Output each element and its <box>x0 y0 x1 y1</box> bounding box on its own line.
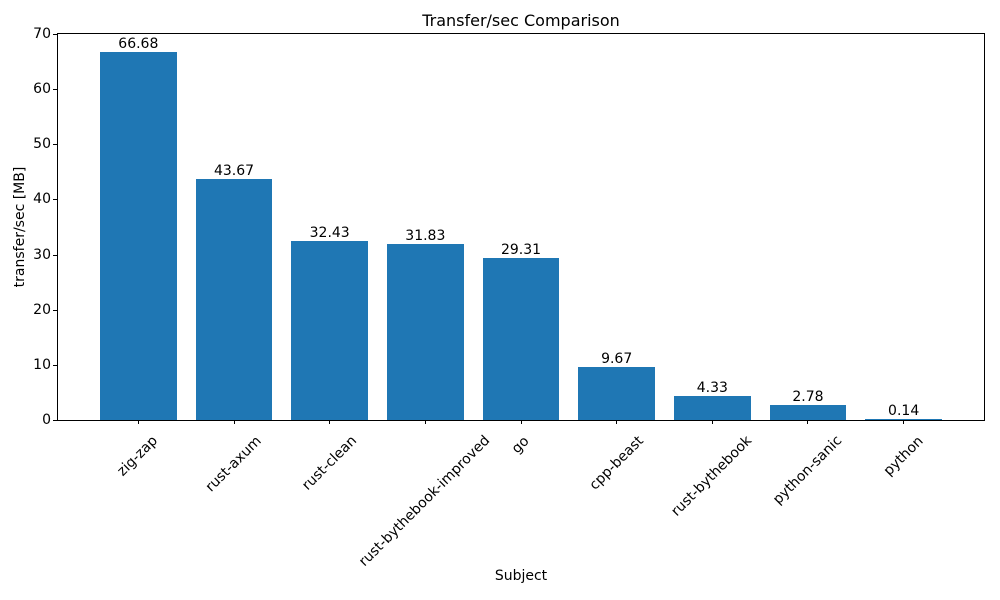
y-tick-label: 70 <box>33 26 51 42</box>
y-tick <box>53 254 57 256</box>
x-tick <box>137 420 139 424</box>
x-tick-label: rust-bythebook <box>668 433 756 520</box>
x-tick <box>711 420 713 424</box>
x-tick-label: rust-clean <box>298 432 360 494</box>
y-tick-label: 0 <box>42 412 51 428</box>
bar-value-label: 2.78 <box>792 389 824 405</box>
x-tick <box>807 420 809 424</box>
bar-value-label: 43.67 <box>213 163 255 179</box>
x-tick-label: zig-zap <box>114 432 162 480</box>
y-tick-label: 60 <box>33 81 51 98</box>
y-tick-label: 40 <box>33 191 51 208</box>
bar-value-label: 29.31 <box>500 242 542 258</box>
bar <box>482 258 560 420</box>
bar-value-label: 4.33 <box>696 380 728 396</box>
y-tick <box>53 309 57 311</box>
y-tick <box>53 34 57 35</box>
bar <box>291 241 368 420</box>
x-tick <box>520 420 522 424</box>
bar <box>100 52 177 420</box>
y-tick-label: 20 <box>33 301 51 318</box>
y-tick <box>53 199 57 201</box>
y-tick <box>53 364 57 366</box>
bar-value-label: 0.14 <box>888 403 920 419</box>
bar <box>865 419 942 420</box>
bar <box>674 396 751 420</box>
x-tick-label: python <box>880 432 927 479</box>
x-tick <box>424 420 426 424</box>
y-tick-label: 30 <box>33 246 51 263</box>
chart-title: Transfer/sec Comparison <box>422 11 620 30</box>
bar-value-label: 32.43 <box>309 225 350 241</box>
plot-area: 66.68 43.67 32.43 31.83 29.31 9.67 4.33 2.78 0.1… <box>57 33 985 421</box>
x-tick-label: rust-axum <box>202 433 265 496</box>
x-tick <box>233 420 235 424</box>
x-tick <box>616 420 618 424</box>
y-tick <box>53 89 57 91</box>
bar-value-label: 66.68 <box>118 36 159 52</box>
bar-value-label: 9.67 <box>601 351 633 367</box>
bar-value-label: 31.83 <box>405 228 446 244</box>
x-axis-label: Subject <box>494 568 548 584</box>
y-axis-label: transfer/sec [MB] <box>12 166 28 288</box>
y-tick-label: 50 <box>33 136 51 153</box>
y-tick-label: 10 <box>33 356 51 373</box>
x-tick <box>903 420 905 424</box>
bar <box>578 367 655 420</box>
x-tick-label: python-sanic <box>770 432 846 509</box>
x-tick-label: cpp-beast <box>586 432 647 494</box>
y-tick <box>53 144 57 146</box>
bar <box>387 244 464 420</box>
y-tick <box>53 420 57 421</box>
bar <box>769 405 847 420</box>
bar <box>195 179 273 420</box>
x-tick <box>329 420 331 424</box>
x-tick-label: go <box>508 432 533 457</box>
x-tick-label: rust-bythebook-improved <box>356 432 494 571</box>
